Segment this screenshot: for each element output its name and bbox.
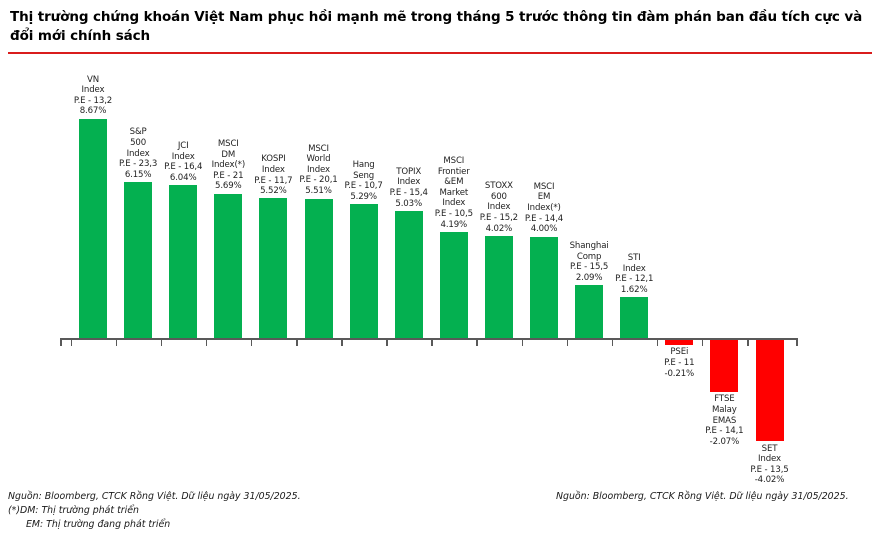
footnotes: Nguồn: Bloomberg, CTCK Rồng Việt. Dữ liệ… [8, 490, 872, 540]
bar-label: FTSE Malay EMAS P.E - 14,1 -2.07% [705, 394, 744, 447]
axis-tick-end [796, 339, 798, 346]
bar-label: KOSPI Index P.E - 11,7 5.52% [254, 154, 293, 197]
axis-tick [747, 339, 749, 346]
bar-label: SET Index P.E - 13,5 -4.02% [750, 443, 789, 486]
bar-label: TOPIX Index P.E - 15,4 5.03% [389, 166, 428, 209]
axis-tick [521, 339, 524, 346]
bar-shanghai-comp[interactable] [575, 285, 604, 338]
axis-tick [611, 339, 614, 346]
bar-set-index[interactable] [755, 339, 784, 442]
bar-label: Shanghai Comp P.E - 15,5 2.09% [569, 241, 609, 283]
bar-label: S&P 500 Index P.E - 23,3 6.15% [118, 127, 158, 180]
axis-tick [250, 339, 253, 346]
axis-tick [341, 339, 343, 346]
bar-msci-frontier-em-market-index[interactable] [439, 231, 468, 338]
bar-s-p-500-index[interactable] [124, 182, 153, 338]
bar-topix-index[interactable] [394, 210, 423, 338]
bar-vn-index[interactable] [79, 118, 107, 338]
bar-label: MSCI DM Index(*) P.E - 21 5.69% [211, 139, 246, 192]
axis-tick [386, 339, 388, 346]
bar-label: VN Index P.E - 13,2 8.67% [73, 74, 113, 117]
bar-chart: VN Index P.E - 13,2 8.67% S&P 500 Index P… [0, 56, 880, 486]
axis-tick [115, 339, 118, 346]
axis-tick [205, 339, 208, 346]
bar-jci-index[interactable] [169, 185, 198, 338]
axis-tick [656, 339, 659, 346]
bar-label: PSEi P.E - 11 -0.21% [664, 347, 695, 379]
axis-tick [701, 339, 704, 346]
bar-msci-world-index[interactable] [304, 198, 333, 338]
bar-label: STI Index P.E - 12,1 1.62% [615, 253, 654, 295]
axis-tick [476, 339, 478, 346]
bar-label: MSCI Frontier &EM Market Index P.E - 10,… [434, 155, 473, 230]
bar-msci-dm-index[interactable] [214, 194, 243, 338]
source-note-left: Nguồn: Bloomberg, CTCK Rồng Việt. Dữ liệ… [8, 491, 301, 502]
axis-tick [431, 339, 433, 346]
dm-legend-note: (*)DM: Thị trường phát triển [8, 505, 139, 516]
chart-plot-area: VN Index P.E - 13,2 8.67% S&P 500 Index P… [0, 56, 880, 486]
title-divider [8, 52, 872, 54]
chart-header: Thị trường chứng khoán Việt Nam phục hồi… [0, 0, 880, 46]
bar-kospi-index[interactable] [259, 198, 288, 338]
bar-stoxx-600-index[interactable] [484, 236, 513, 338]
bar-label: MSCI World Index P.E - 20,1 5.51% [299, 143, 338, 196]
em-legend-note: EM: Thị trường đang phát triển [26, 519, 171, 530]
bar-label: MSCI EM Index(*) P.E - 14,4 4.00% [524, 181, 564, 235]
axis-tick [160, 339, 163, 346]
bar-psei[interactable] [665, 339, 694, 345]
chart-baseline-axis [60, 338, 798, 340]
axis-tick-start [60, 339, 62, 346]
axis-tick [70, 339, 73, 346]
bar-hang-seng[interactable] [349, 204, 378, 338]
bar-label: STOXX 600 Index P.E - 15,2 4.02% [479, 181, 518, 234]
page-title: Thị trường chứng khoán Việt Nam phục hồi… [10, 9, 863, 44]
axis-tick [296, 339, 298, 346]
bar-ftse-malay-emas[interactable] [710, 339, 739, 392]
bar-sti-index[interactable] [620, 297, 649, 338]
bar-msci-em-index[interactable] [530, 236, 558, 338]
bar-label: Hang Seng P.E - 10,7 5.29% [344, 160, 383, 202]
bar-label: JCI Index P.E - 16,4 6.04% [164, 141, 203, 183]
source-note-right: Nguồn: Bloomberg, CTCK Rồng Việt. Dữ liệ… [556, 491, 849, 502]
axis-tick [566, 339, 569, 346]
